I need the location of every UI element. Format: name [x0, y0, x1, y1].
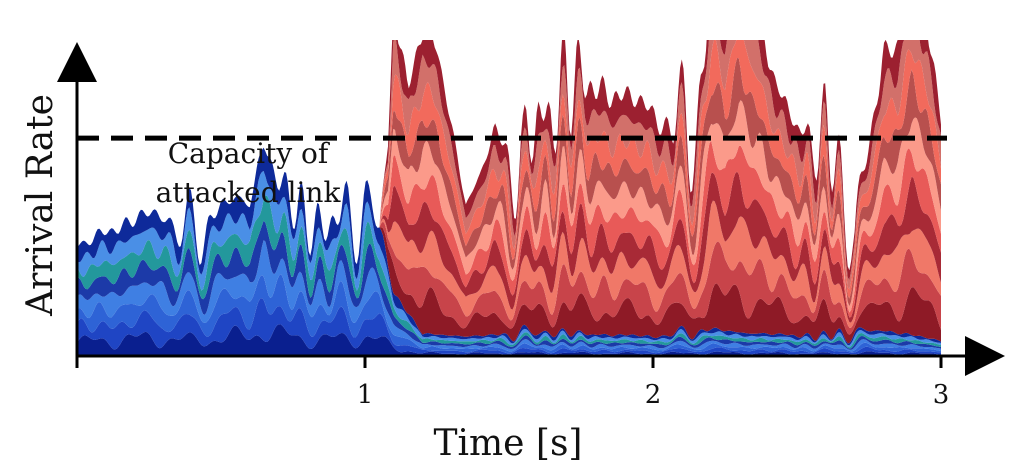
capacity-label-line2: attacked link	[156, 176, 342, 209]
red-series-layer	[379, 221, 941, 335]
blue-series-layer	[77, 274, 941, 354]
x-tick-label: 3	[933, 380, 950, 410]
red-attack-traffic-area	[379, 40, 941, 344]
red-series-layer	[379, 200, 941, 328]
red-series-layer	[379, 227, 941, 344]
blue-traffic-area	[77, 147, 941, 356]
x-axis-arrow-icon	[965, 336, 1005, 376]
red-series-layer	[379, 40, 941, 299]
y-axis-title: Arrival Rate	[20, 94, 61, 317]
red-series-layer	[379, 40, 941, 280]
blue-series-layer	[77, 240, 941, 352]
x-tick-label: 2	[645, 380, 662, 410]
y-axis-arrow-icon	[57, 42, 97, 82]
red-series-layer	[379, 171, 941, 323]
x-axis-ticks: 1 2 3	[75, 356, 950, 410]
red-series-layer	[379, 40, 941, 290]
x-tick-label: 1	[357, 380, 374, 410]
blue-series-layer	[77, 324, 941, 356]
x-axis-title: Time [s]	[434, 423, 583, 464]
capacity-label-line1: Capacity of	[168, 137, 331, 170]
